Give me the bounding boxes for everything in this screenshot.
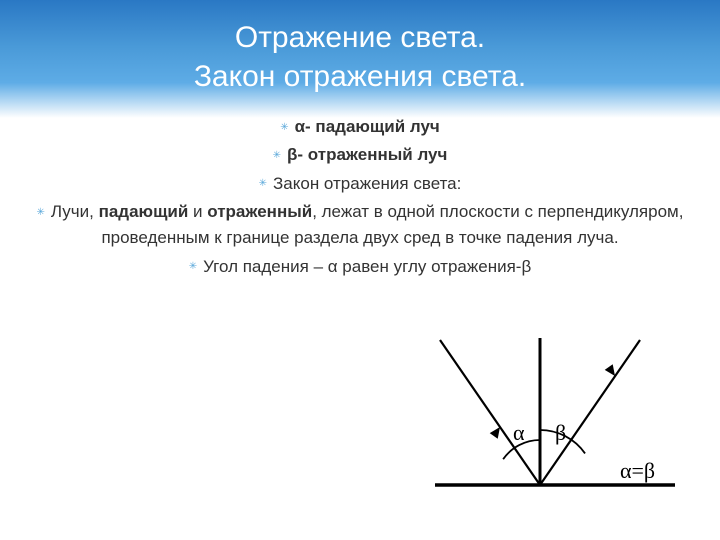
- bullet-item: Закон отражения света:: [30, 171, 690, 197]
- bullet-text: α- падающий луч: [280, 117, 440, 136]
- header-line2: Закон отражения света.: [0, 57, 720, 96]
- bullet-text: Угол падения – α равен углу отражения-β: [189, 257, 531, 276]
- svg-text:α=β: α=β: [620, 458, 655, 483]
- reflection-diagram: α β α=β: [420, 320, 680, 510]
- bullet-item: α- падающий луч: [30, 114, 690, 140]
- bullet-item: β- отраженный луч: [30, 142, 690, 168]
- bullet-text: Закон отражения света:: [259, 174, 462, 193]
- svg-text:α: α: [513, 420, 525, 445]
- header-line1: Отражение света.: [0, 18, 720, 57]
- bullet-item: Угол падения – α равен углу отражения-β: [30, 254, 690, 280]
- bullet-list: α- падающий луч β- отраженный луч Закон от…: [0, 114, 720, 280]
- bullet-text: β- отраженный луч: [273, 145, 448, 164]
- slide-header: Отражение света. Закон отражения света.: [0, 0, 720, 118]
- bullet-item: Лучи, падающий и отраженный, лежат в одн…: [30, 199, 690, 252]
- bullet-text: Лучи, падающий и отраженный, лежат в одн…: [37, 202, 684, 247]
- svg-text:β: β: [555, 420, 566, 445]
